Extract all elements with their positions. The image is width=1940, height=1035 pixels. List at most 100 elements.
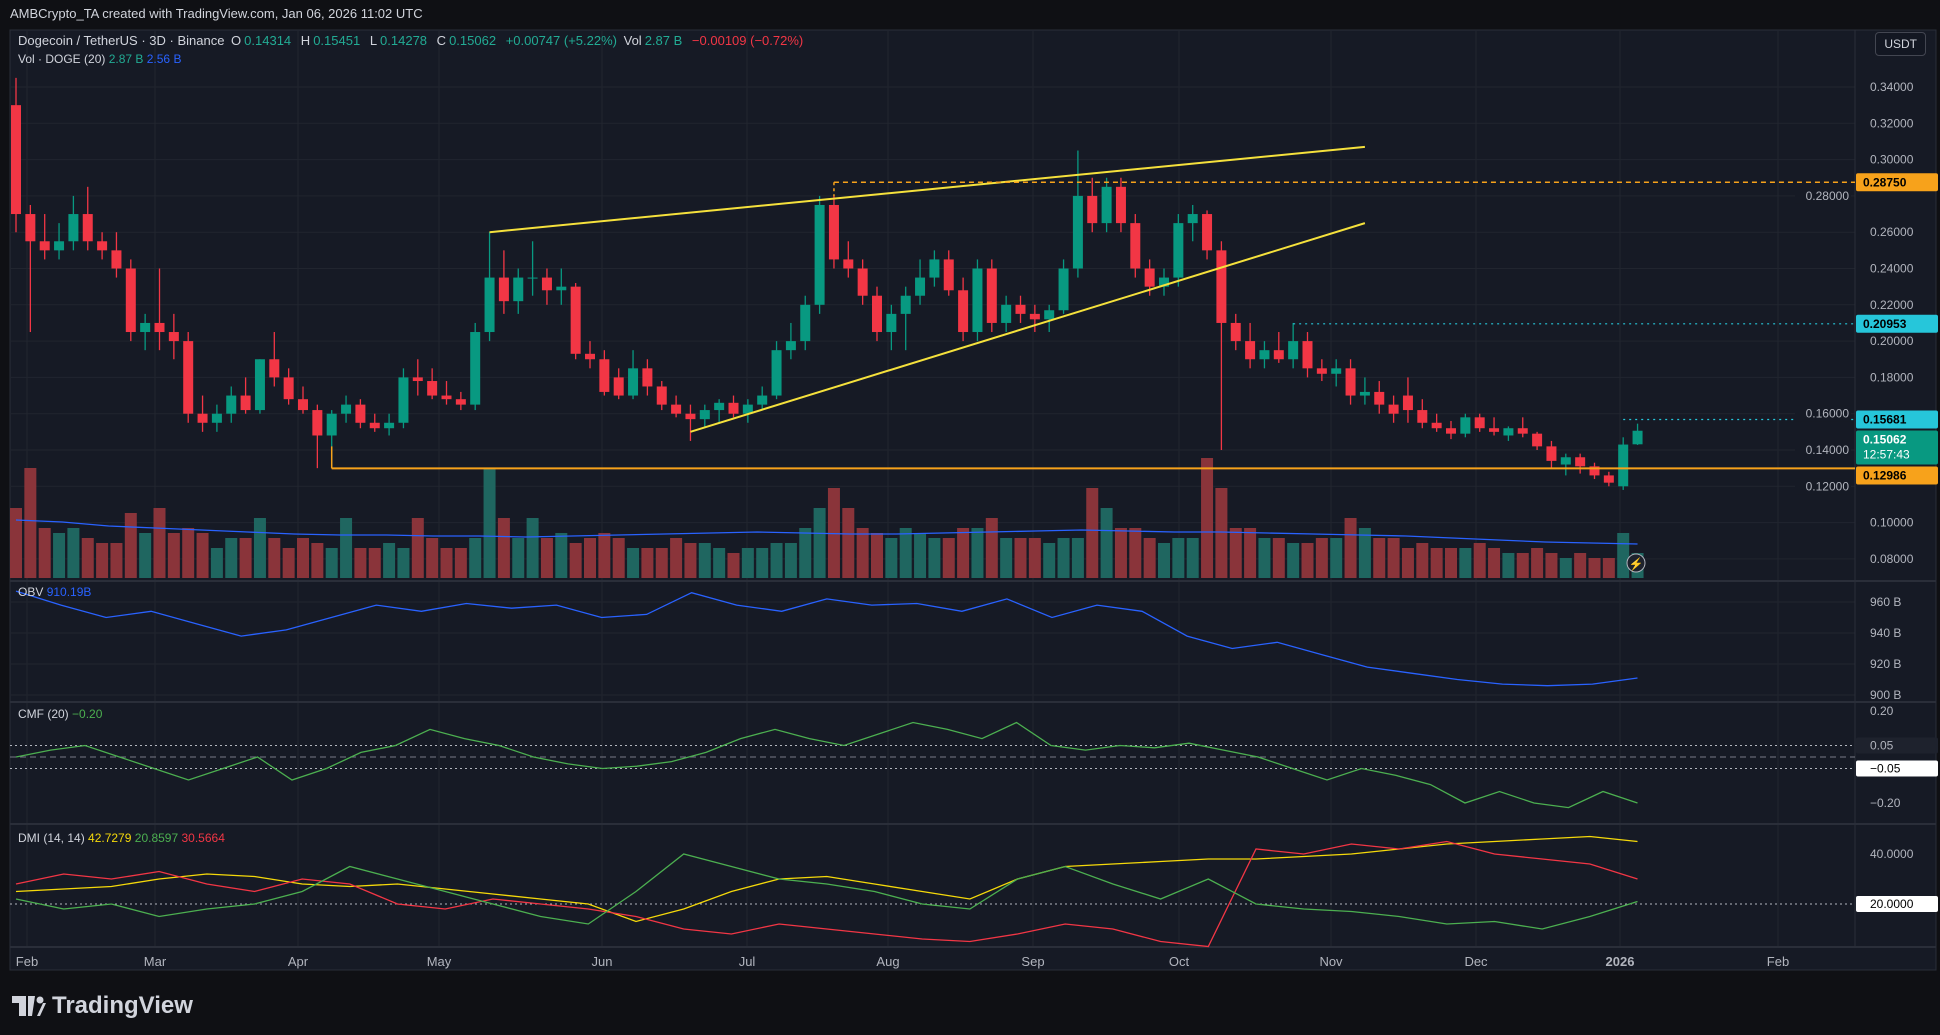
volume-bar bbox=[96, 543, 109, 578]
candle-down bbox=[125, 268, 136, 333]
candle-up bbox=[714, 402, 725, 411]
candle-down bbox=[154, 322, 165, 333]
volume-bar bbox=[411, 518, 424, 578]
candle-down bbox=[355, 404, 366, 423]
volume-bar bbox=[153, 508, 166, 578]
candle-up bbox=[1288, 341, 1299, 360]
volume-legend[interactable]: Vol · DOGE (20) 2.87 B 2.56 B bbox=[18, 52, 181, 66]
minus-di-value: 30.5664 bbox=[181, 831, 225, 845]
symbol-legend[interactable]: Dogecoin / TetherUS · 3D · Binance O 0.14… bbox=[18, 33, 806, 48]
candle-down bbox=[283, 377, 294, 400]
volume-bar bbox=[354, 548, 367, 578]
cmf-band-label-box bbox=[1856, 760, 1938, 777]
cmf-legend[interactable]: CMF (20) −0.20 bbox=[18, 707, 102, 721]
volume-bar bbox=[268, 538, 281, 578]
volume-bar bbox=[1473, 543, 1486, 578]
candle-up bbox=[513, 277, 524, 302]
price-tick-label: 0.16000 bbox=[1806, 407, 1850, 421]
close-label: C bbox=[436, 33, 447, 48]
volume-bar bbox=[1158, 543, 1170, 578]
candle-down bbox=[1273, 350, 1284, 360]
candle-up bbox=[886, 313, 897, 333]
volume-bar bbox=[124, 513, 137, 578]
candle-up bbox=[556, 286, 567, 291]
candle-down bbox=[455, 399, 466, 405]
time-tick-label: Apr bbox=[288, 954, 309, 969]
obv-tick-label: 920 B bbox=[1870, 657, 1901, 671]
cmf-value: −0.20 bbox=[72, 707, 103, 721]
change-value: +0.00747 (+5.22%) bbox=[505, 33, 617, 48]
candle-down bbox=[183, 341, 194, 414]
dmi-legend[interactable]: DMI (14, 14) 42.7279 20.8597 30.5664 bbox=[18, 831, 225, 845]
volume-bar bbox=[110, 543, 123, 578]
tradingview-logo[interactable]: TradingView bbox=[12, 992, 193, 1020]
symbol-name[interactable]: Dogecoin / TetherUS · 3D · Binance bbox=[18, 33, 225, 48]
volume-bar bbox=[1330, 538, 1343, 578]
candle-up bbox=[771, 350, 782, 396]
volume-bar bbox=[24, 468, 37, 578]
volume-bar bbox=[698, 543, 711, 578]
volume-bar bbox=[1416, 543, 1429, 578]
volume-bar bbox=[253, 518, 266, 578]
currency-button[interactable]: USDT bbox=[1875, 32, 1926, 56]
candle-down bbox=[369, 422, 380, 429]
candle-down bbox=[269, 359, 280, 378]
volume-bar bbox=[297, 538, 309, 578]
volume-bar bbox=[139, 533, 152, 578]
volume-bar bbox=[210, 548, 223, 578]
candle-up bbox=[699, 410, 710, 420]
volume-bar bbox=[914, 533, 927, 578]
last-price-label-box bbox=[1856, 430, 1938, 465]
flash-icon-glyph: ⚡ bbox=[1629, 557, 1644, 571]
candle-down bbox=[986, 268, 997, 323]
candle-up bbox=[915, 277, 926, 296]
resistance-price-label: 0.28750 bbox=[1863, 175, 1907, 189]
volume-bar bbox=[182, 528, 195, 578]
time-axis[interactable]: Feb Mar Apr May Jun Jul Aug Sep Oct Nov Dec 2026 Feb bbox=[16, 954, 1789, 969]
volume-bar bbox=[1430, 548, 1443, 578]
volume-bar bbox=[1445, 548, 1457, 578]
candle-down bbox=[828, 204, 839, 260]
obv-legend[interactable]: OBV 910.19B bbox=[18, 585, 91, 599]
volume-bar bbox=[1014, 538, 1027, 578]
volume-bar bbox=[239, 538, 252, 578]
candle-down bbox=[1202, 214, 1213, 251]
candle-down bbox=[656, 386, 667, 405]
volume-bar bbox=[713, 548, 726, 578]
candle-up bbox=[785, 341, 796, 351]
level1-price-label: 0.20953 bbox=[1863, 317, 1907, 331]
volume-bar bbox=[598, 533, 611, 578]
candle-up bbox=[326, 413, 337, 436]
obv-tick-label: 900 B bbox=[1870, 688, 1901, 702]
candle-up bbox=[140, 322, 151, 333]
indicators bbox=[10, 590, 1855, 948]
candle-down bbox=[1087, 195, 1098, 224]
drawings[interactable] bbox=[330, 145, 1855, 470]
pane-dividers bbox=[10, 30, 1936, 948]
candle-up bbox=[1173, 223, 1184, 278]
candle-down bbox=[197, 413, 208, 423]
candle-down bbox=[1015, 304, 1026, 314]
time-tick-label: Aug bbox=[876, 954, 899, 969]
candle-down bbox=[1388, 404, 1399, 414]
volume-bar bbox=[1617, 533, 1630, 578]
adx-value: 42.7279 bbox=[88, 831, 132, 845]
plus-di-value: 20.8597 bbox=[134, 831, 179, 845]
candle-up bbox=[1359, 391, 1370, 396]
candle-up bbox=[929, 259, 940, 278]
candle-up bbox=[398, 377, 409, 423]
volume-bar bbox=[756, 548, 769, 578]
bar-countdown: 12:57:43 bbox=[1863, 447, 1910, 461]
volume-bar bbox=[1043, 543, 1056, 578]
volume-bar bbox=[770, 543, 783, 578]
candle-down bbox=[25, 214, 36, 242]
candle-down bbox=[599, 359, 610, 392]
candle-down bbox=[1130, 223, 1141, 269]
price-tick-label: 0.30000 bbox=[1870, 153, 1914, 167]
volume-bar bbox=[885, 538, 898, 578]
candle-up bbox=[814, 204, 825, 305]
time-tick-label: Mar bbox=[144, 954, 167, 969]
tradingview-logo-icon bbox=[12, 996, 46, 1016]
